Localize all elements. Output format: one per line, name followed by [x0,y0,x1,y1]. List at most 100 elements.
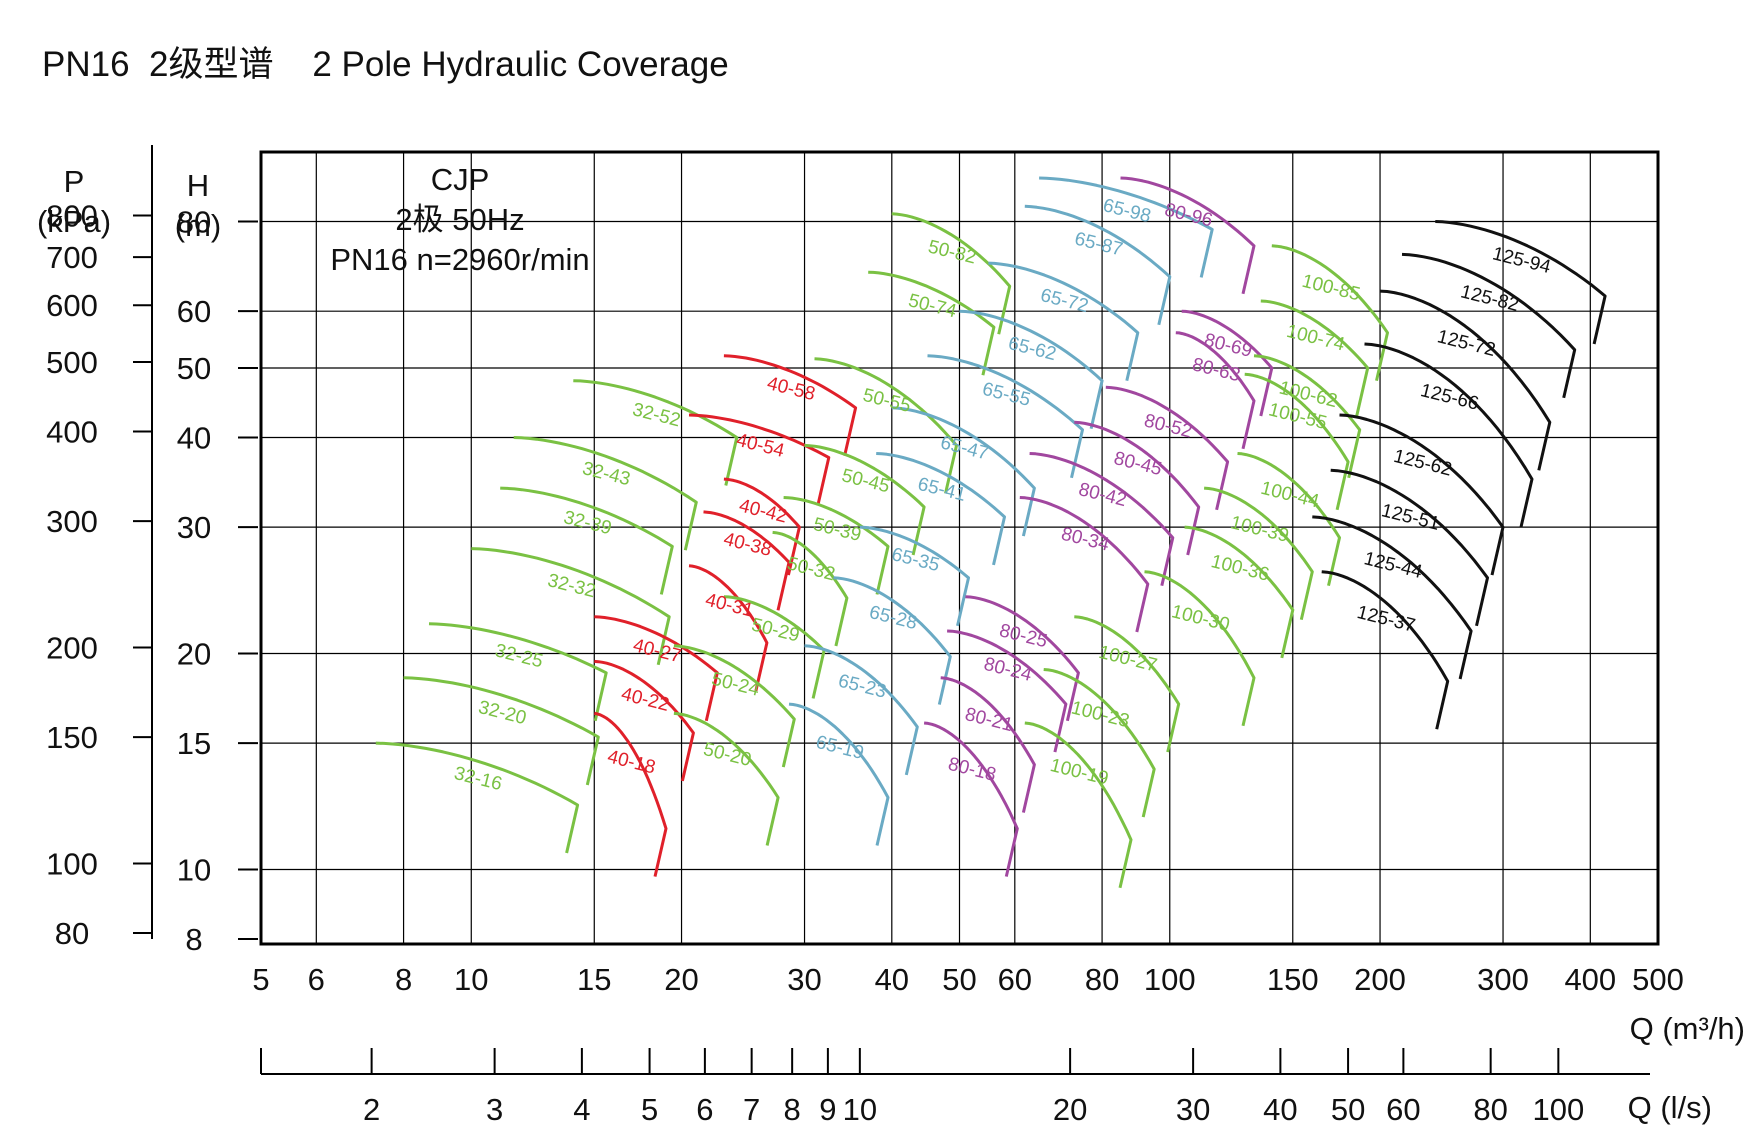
x-tick-m3h-100: 100 [1144,962,1196,997]
x-tick-m3h-150: 150 [1267,962,1319,997]
x-tick-ls-20: 20 [1053,1092,1087,1127]
x-tick-ls-5: 5 [641,1092,658,1127]
curve-65-35 [859,525,970,627]
y-tick-kpa-100: 100 [46,846,98,881]
y-tick-m-10: 10 [177,852,211,887]
curve-50-29 [723,595,826,699]
curve-65-72 [988,261,1140,382]
curve-40-18 [594,711,668,877]
curve-label-65-55: 65-55 [980,379,1032,411]
x-tick-m3h-6: 6 [308,962,325,997]
curve-100-62 [1253,354,1362,479]
y-tick-kpa-800: 800 [46,199,98,234]
curve-32-25 [428,622,608,722]
curve-65-41 [876,452,1006,566]
curve-100-30 [1144,570,1256,727]
curve-125-62 [1339,413,1505,576]
curve-label-65-87: 65-87 [1072,228,1124,260]
curve-50-24 [673,644,796,768]
curve-40-27 [594,615,719,722]
y-tick-m-50: 50 [177,351,211,386]
curve-label-125-62: 125-62 [1391,446,1453,481]
y-tick-m-30: 30 [177,510,211,545]
curve-label-50-29: 50-29 [749,614,801,646]
x-tick-m3h-20: 20 [664,962,698,997]
curve-65-62 [959,309,1104,430]
curve-125-72 [1379,289,1552,471]
curve-label-80-18: 80-18 [946,754,998,786]
x-tick-ls-40: 40 [1263,1092,1297,1127]
curve-label-50-45: 50-45 [840,465,892,497]
y-tick-kpa-200: 200 [46,631,98,666]
curve-label-80-45: 80-45 [1112,448,1164,480]
curve-label-40-27: 40-27 [631,635,683,667]
curve-32-52 [573,379,739,486]
curve-40-31 [688,564,769,692]
curve-label-50-20: 50-20 [701,739,753,771]
curve-label-40-42: 40-42 [737,495,789,527]
y-tick-kpa-500: 500 [46,345,98,380]
annotation-line-2: 2极 50Hz [395,202,524,237]
y-ticks: 8 10 15 20 30 40 50 60 80 80 100 150 200 300 400 500 600… [46,199,258,957]
curve-80-52 [1105,385,1230,511]
x-tick-ls-50: 50 [1331,1092,1365,1127]
curve-label-50-55: 50-55 [861,385,913,417]
curve-100-55 [1244,372,1350,511]
curve-50-55 [814,357,958,494]
x-tick-m3h-400: 400 [1564,962,1616,997]
x-tick-ls-10: 10 [843,1092,877,1127]
curve-80-63 [1175,331,1256,450]
curve-label-80-25: 80-25 [997,620,1049,652]
curve-65-23 [804,644,919,776]
y-tick-kpa-400: 400 [46,415,98,450]
y-tick-kpa-700: 700 [46,240,98,275]
curve-label-125-51: 125-51 [1379,500,1441,535]
curve-label-100-30: 100-30 [1169,601,1231,636]
curve-label-65-28: 65-28 [867,602,919,634]
curve-label-100-23: 100-23 [1069,697,1131,732]
curve-100-19 [1024,721,1133,889]
curve-label-50-32: 50-32 [785,553,837,585]
x-tick-m3h-10: 10 [454,962,488,997]
y-tick-kpa-300: 300 [46,504,98,539]
curve-label-65-23: 65-23 [836,671,888,703]
curve-label-50-74: 50-74 [906,290,959,322]
x-tick-m3h-50: 50 [942,962,976,997]
curve-125-94 [1435,220,1607,345]
curve-50-82 [891,212,1012,335]
curve-32-16 [375,741,580,854]
curve-label-125-94: 125-94 [1490,243,1553,278]
curve-label-40-31: 40-31 [703,590,755,622]
curve-40-58 [723,354,858,457]
curve-label-100-44: 100-44 [1259,478,1322,513]
curve-label-40-38: 40-38 [721,529,773,561]
y-tick-m-40: 40 [177,421,211,456]
x-tick-ls-80: 80 [1473,1092,1507,1127]
h-axis-label-line-2: (m) [175,208,221,243]
curve-100-39 [1203,486,1314,621]
curve-label-100-74: 100-74 [1284,321,1347,356]
curve-50-45 [804,443,926,556]
curve-label-100-19: 100-19 [1048,755,1110,790]
y-tick-kpa-150: 150 [46,720,98,755]
curve-label-50-82: 50-82 [926,236,978,268]
h-axis-label-line-1: H [187,168,209,203]
chart-title: PN16 2级型谱 2 Pole Hydraulic Coverage [42,45,729,84]
y-tick-kpa-80: 80 [55,916,89,951]
y-tick-m-8: 8 [185,922,202,957]
curve-label-100-36: 100-36 [1209,551,1271,586]
x-tick-ls-9: 9 [819,1092,836,1127]
x-axis-label-ls: Q (l/s) [1628,1090,1712,1125]
y-tick-kpa-600: 600 [46,288,98,323]
p-axis-label-line-1: P [64,164,85,199]
x-tick-m3h-5: 5 [252,962,269,997]
x-tick-m3h-300: 300 [1477,962,1529,997]
curve-label-65-62: 65-62 [1006,333,1058,365]
curve-label-50-24: 50-24 [709,669,762,701]
curve-100-23 [1043,668,1156,818]
annotation-line-3: PN16 n=2960r/min [330,242,589,277]
curves [375,176,1607,889]
curve-label-125-44: 125-44 [1362,548,1425,583]
curve-80-25 [965,595,1080,722]
